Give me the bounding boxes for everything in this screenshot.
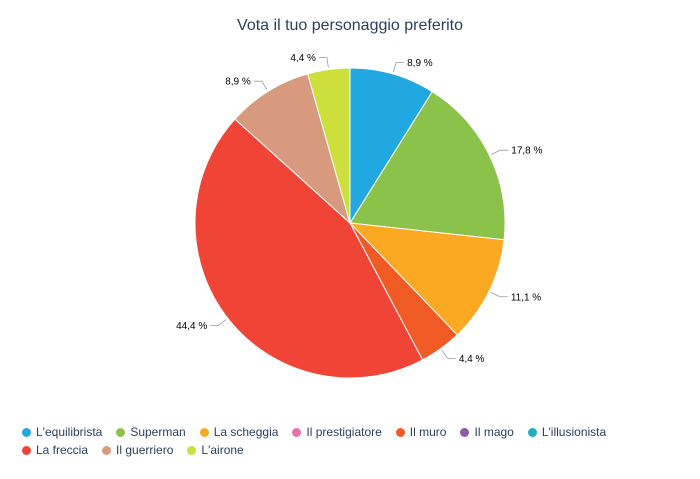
legend-row: L'equilibrista Superman La scheggia Il pres… [22, 423, 682, 441]
pie-slice-la-freccia[interactable] [194, 118, 424, 379]
label-leader-line [441, 350, 456, 359]
legend-label: Il muro [409, 425, 447, 439]
legend-item-l-airone[interactable]: L'airone [187, 443, 244, 457]
pie-slice-superman[interactable] [349, 90, 506, 241]
label-leader-line [490, 291, 508, 298]
legend-marker-icon [292, 427, 302, 437]
data-label-il-muro: 4,4 % [459, 354, 485, 365]
data-label-il-guerriero: 8,9 % [225, 77, 251, 88]
pie-slice-l-airone[interactable] [307, 67, 351, 224]
pie-slices [194, 67, 506, 379]
legend-label: Il mago [474, 425, 514, 439]
pie-slice-l-equilibrista[interactable] [349, 67, 433, 225]
data-labels: 8,9 % 17,8 % 11,1 % 4,4 % 44,4 % 8,9 % 4,4 % [176, 53, 542, 365]
legend-marker-icon [22, 427, 31, 437]
legend-item-l-equilibrista[interactable]: L'equilibrista [22, 425, 102, 439]
label-leader-line [392, 62, 405, 73]
legend-label: L'airone [201, 443, 244, 457]
label-leader-line [210, 319, 227, 327]
legend-marker-icon [22, 445, 31, 455]
label-leader-line [491, 149, 509, 155]
chart-title: Vota il tuo personaggio preferito [237, 17, 463, 34]
legend-marker-icon [527, 427, 537, 437]
data-label-superman: 17,8 % [511, 146, 542, 157]
legend-item-la-freccia[interactable]: La freccia [22, 443, 88, 457]
data-label-l-equilibrista: 8,9 % [407, 58, 433, 69]
legend-label: La freccia [36, 443, 89, 457]
legend-item-il-mago[interactable]: Il mago [460, 425, 514, 439]
legend: L'equilibrista Superman La scheggia Il pres… [22, 423, 682, 459]
legend-label: La scheggia [213, 425, 279, 439]
legend-marker-icon [199, 427, 209, 437]
legend-item-superman[interactable]: Superman [116, 425, 186, 439]
legend-row: La freccia Il guerriero L'airone [22, 441, 682, 459]
legend-marker-icon [395, 427, 405, 437]
legend-item-la-scheggia[interactable]: La scheggia [199, 425, 279, 439]
legend-label: L'equilibrista [36, 425, 103, 439]
legend-item-l-illusionista[interactable]: L'illusionista [527, 425, 607, 439]
pie-slice-la-scheggia[interactable] [348, 222, 505, 336]
label-leader-line [318, 57, 329, 68]
legend-item-il-muro[interactable]: Il muro [395, 425, 447, 439]
legend-label: L'illusionista [541, 425, 607, 439]
data-label-la-freccia: 44,4 % [176, 321, 207, 332]
legend-item-il-guerriero[interactable]: Il guerriero [102, 443, 173, 457]
legend-marker-icon [116, 427, 126, 437]
pie-slice-il-guerriero[interactable] [234, 73, 351, 225]
data-label-la-scheggia: 11,1 % [511, 292, 541, 303]
legend-label: Superman [130, 425, 186, 439]
legend-marker-icon [187, 445, 197, 455]
legend-item-il-prestigiatore[interactable]: Il prestigiatore [292, 425, 382, 439]
legend-label: Il prestigiatore [306, 425, 382, 439]
legend-marker-icon [460, 427, 470, 437]
label-leader-line [253, 80, 268, 90]
data-label-l-airone: 4,4 % [290, 53, 316, 64]
legend-marker-icon [102, 445, 112, 455]
legend-label: Il guerriero [116, 443, 174, 457]
